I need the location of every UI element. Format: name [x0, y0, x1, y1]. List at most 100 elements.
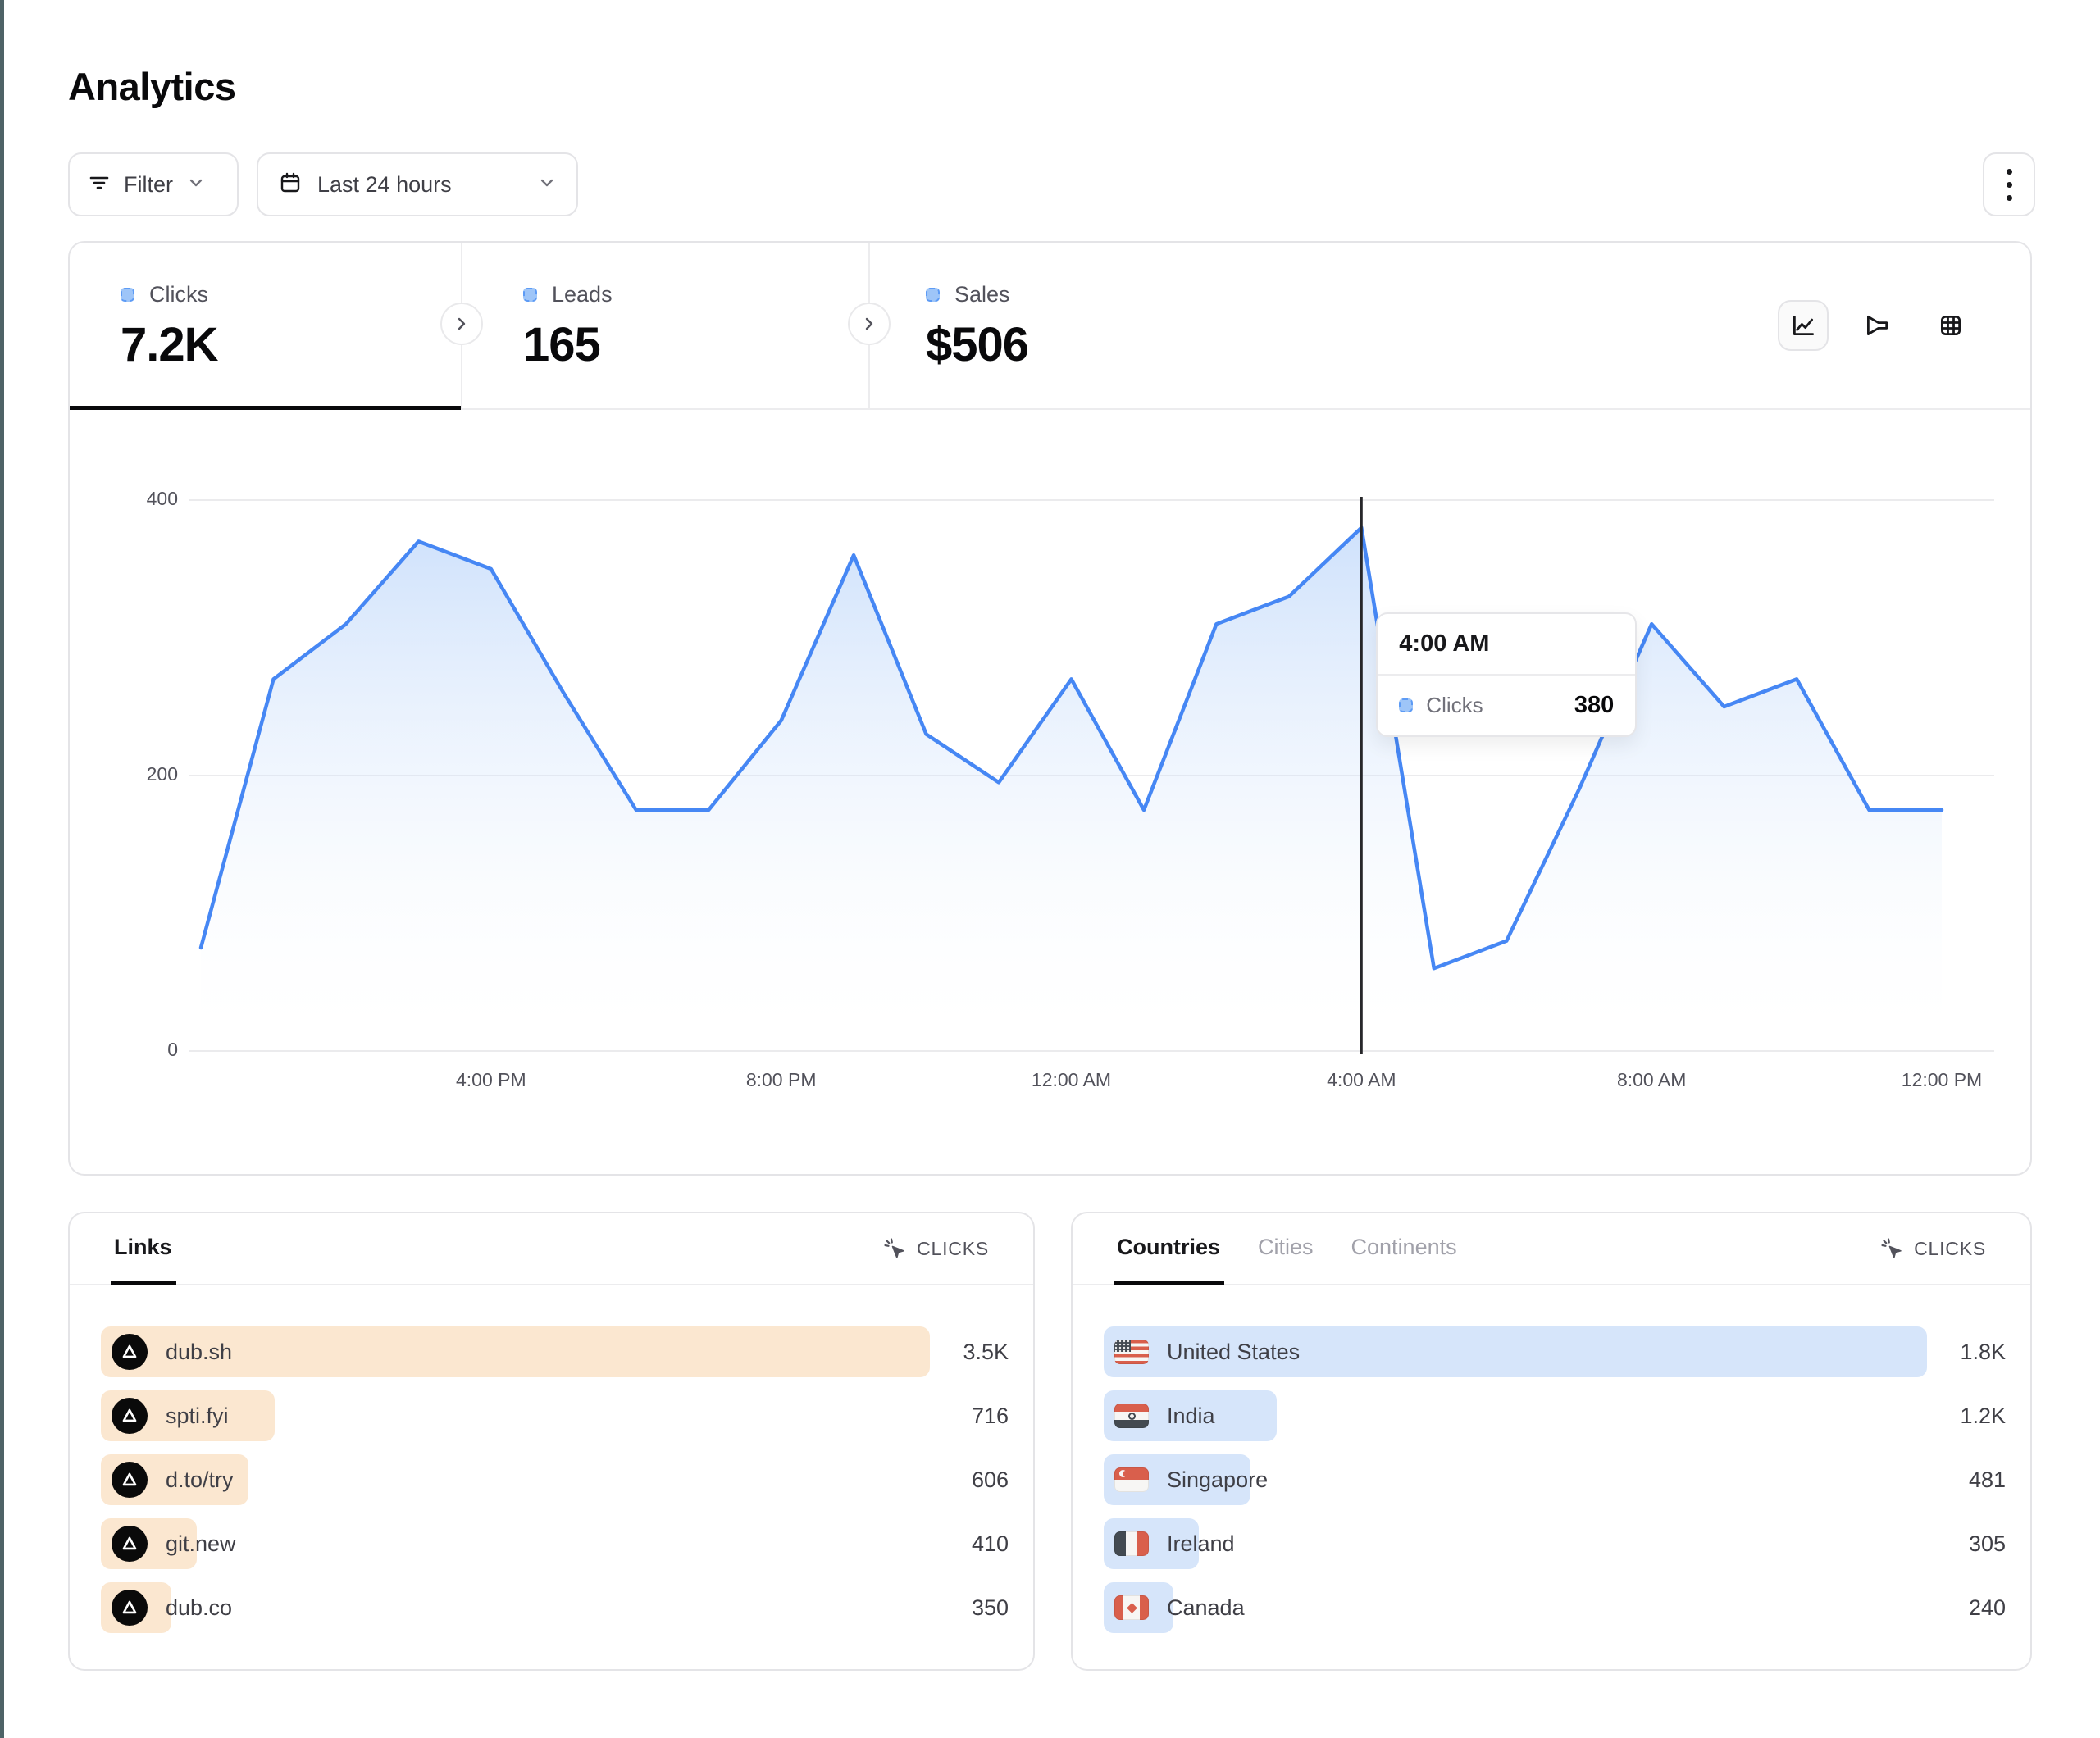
clicks-legend-icon: [121, 288, 134, 302]
chevron-down-icon: [537, 173, 557, 197]
link-row-value: 410: [971, 1531, 1009, 1556]
country-row-label: Singapore: [1167, 1467, 1269, 1492]
countries-panel: Countries Cities Continents CLICKS Unite…: [1071, 1212, 2032, 1671]
country-row[interactable]: Ireland 305: [1104, 1518, 2006, 1569]
ca-flag-icon: [1114, 1595, 1149, 1620]
countries-panel-header: Countries Cities Continents CLICKS: [1073, 1213, 2030, 1285]
country-row-value: 481: [1968, 1467, 2006, 1492]
country-row[interactable]: Canada 240: [1104, 1582, 2006, 1633]
leads-tab-label: Leads: [552, 282, 613, 307]
active-tab-underline: [70, 406, 461, 410]
link-row-label: git.new: [166, 1531, 236, 1556]
country-row[interactable]: India 1.2K: [1104, 1390, 2006, 1441]
filter-button[interactable]: Filter: [68, 152, 239, 216]
more-options-button[interactable]: [1983, 152, 2035, 216]
y-tick-label: 400: [146, 488, 178, 509]
link-row[interactable]: spti.fyi 716: [101, 1390, 1009, 1441]
link-row-value: 606: [971, 1467, 1009, 1492]
tab-links[interactable]: Links: [114, 1235, 172, 1259]
tab-countries[interactable]: Countries: [1117, 1235, 1221, 1259]
dub-logo-icon: [112, 1398, 148, 1434]
link-row[interactable]: dub.co 350: [101, 1582, 1009, 1633]
tooltip-time: 4:00 AM: [1378, 614, 1636, 676]
expand-leads-button[interactable]: [848, 303, 891, 345]
country-row[interactable]: Singapore 481: [1104, 1454, 2006, 1505]
date-range-label: Last 24 hours: [317, 171, 452, 197]
country-row[interactable]: United States 1.8K: [1104, 1326, 2006, 1377]
x-tick-label: 12:00 AM: [1031, 1069, 1112, 1090]
link-row[interactable]: git.new 410: [101, 1518, 1009, 1569]
dub-logo-icon: [112, 1526, 148, 1562]
links-metric-label: CLICKS: [917, 1237, 989, 1259]
line-chart-icon: [1793, 315, 1815, 336]
date-range-button[interactable]: Last 24 hours: [257, 152, 578, 216]
dub-logo-icon: [112, 1334, 148, 1370]
link-row-label: dub.sh: [166, 1339, 233, 1364]
ie-flag-icon: [1114, 1531, 1149, 1556]
countries-metric-toggle[interactable]: CLICKS: [1879, 1213, 1986, 1284]
clicks-chart[interactable]: [70, 410, 2034, 1177]
tab-sales[interactable]: Sales $506: [870, 243, 1280, 408]
tab-continents[interactable]: Continents: [1351, 1235, 1457, 1259]
link-row-label: spti.fyi: [166, 1403, 229, 1428]
links-rows: dub.sh 3.5K spti.fyi 716 d.to/try 606 gi…: [101, 1326, 1009, 1646]
link-row-value: 716: [971, 1403, 1009, 1428]
link-row-value: 3.5K: [963, 1339, 1009, 1364]
filter-icon: [88, 171, 111, 198]
links-active-underline: [111, 1281, 176, 1285]
countries-active-underline: [1114, 1281, 1224, 1285]
tabs-bottom-border: [70, 408, 2030, 410]
cursor-click-icon: [884, 1238, 904, 1258]
kebab-menu-icon: [2006, 165, 2012, 204]
link-row[interactable]: d.to/try 606: [101, 1454, 1009, 1505]
countries-rows: United States 1.8K India 1.2K Singapore …: [1104, 1326, 2006, 1646]
x-tick-label: 4:00 AM: [1327, 1069, 1396, 1090]
in-flag-icon: [1114, 1404, 1149, 1428]
expand-clicks-button[interactable]: [440, 303, 483, 345]
us-flag-icon: [1114, 1340, 1149, 1364]
tooltip-series: Clicks: [1426, 693, 1483, 717]
links-metric-toggle[interactable]: CLICKS: [882, 1213, 989, 1284]
dub-logo-icon: [112, 1462, 148, 1498]
x-tick-label: 4:00 PM: [456, 1069, 526, 1090]
chart-tooltip: 4:00 AM Clicks 380: [1376, 612, 1638, 737]
x-tick-label: 12:00 PM: [1901, 1069, 1983, 1090]
grid-icon: [1940, 315, 1961, 336]
country-row-label: Ireland: [1167, 1531, 1235, 1556]
clicks-tab-value: 7.2K: [121, 318, 219, 371]
country-row-label: United States: [1167, 1339, 1301, 1364]
link-row-value: 350: [971, 1595, 1009, 1620]
x-tick-label: 8:00 AM: [1616, 1069, 1687, 1090]
calendar-icon: [278, 171, 303, 199]
page-title: Analytics: [68, 65, 236, 108]
country-row-value: 1.8K: [1960, 1339, 2006, 1364]
line-chart-view-button[interactable]: [1778, 300, 1829, 351]
link-row[interactable]: dub.sh 3.5K: [101, 1326, 1009, 1377]
table-view-button[interactable]: [1925, 300, 1976, 351]
links-panel-header: Links CLICKS: [70, 1213, 1033, 1285]
clicks-tab-label: Clicks: [149, 282, 208, 307]
chevron-right-icon: [458, 317, 466, 330]
tooltip-value: 380: [1574, 692, 1615, 718]
tooltip-legend-icon: [1399, 698, 1414, 712]
leads-legend-icon: [523, 288, 537, 302]
countries-metric-label: CLICKS: [1914, 1237, 1986, 1259]
chevron-down-icon: [186, 173, 206, 197]
link-row-label: d.to/try: [166, 1467, 234, 1492]
funnel-icon: [1866, 315, 1888, 336]
left-edge-strip: [0, 0, 4, 1738]
cursor-click-icon: [1881, 1238, 1902, 1258]
leads-tab-value: 165: [523, 318, 601, 371]
sales-tab-value: $506: [926, 318, 1029, 371]
filter-button-label: Filter: [124, 171, 173, 197]
country-row-value: 305: [1968, 1531, 2006, 1556]
y-tick-label: 200: [146, 763, 178, 785]
sales-legend-icon: [926, 288, 940, 302]
funnel-view-button[interactable]: [1852, 300, 1902, 351]
tab-leads[interactable]: Leads 165: [462, 243, 868, 408]
link-row-label: dub.co: [166, 1595, 233, 1620]
chart-view-switcher: [1778, 300, 1976, 351]
tab-clicks[interactable]: Clicks 7.2K: [70, 243, 461, 408]
tab-cities[interactable]: Cities: [1258, 1235, 1314, 1259]
